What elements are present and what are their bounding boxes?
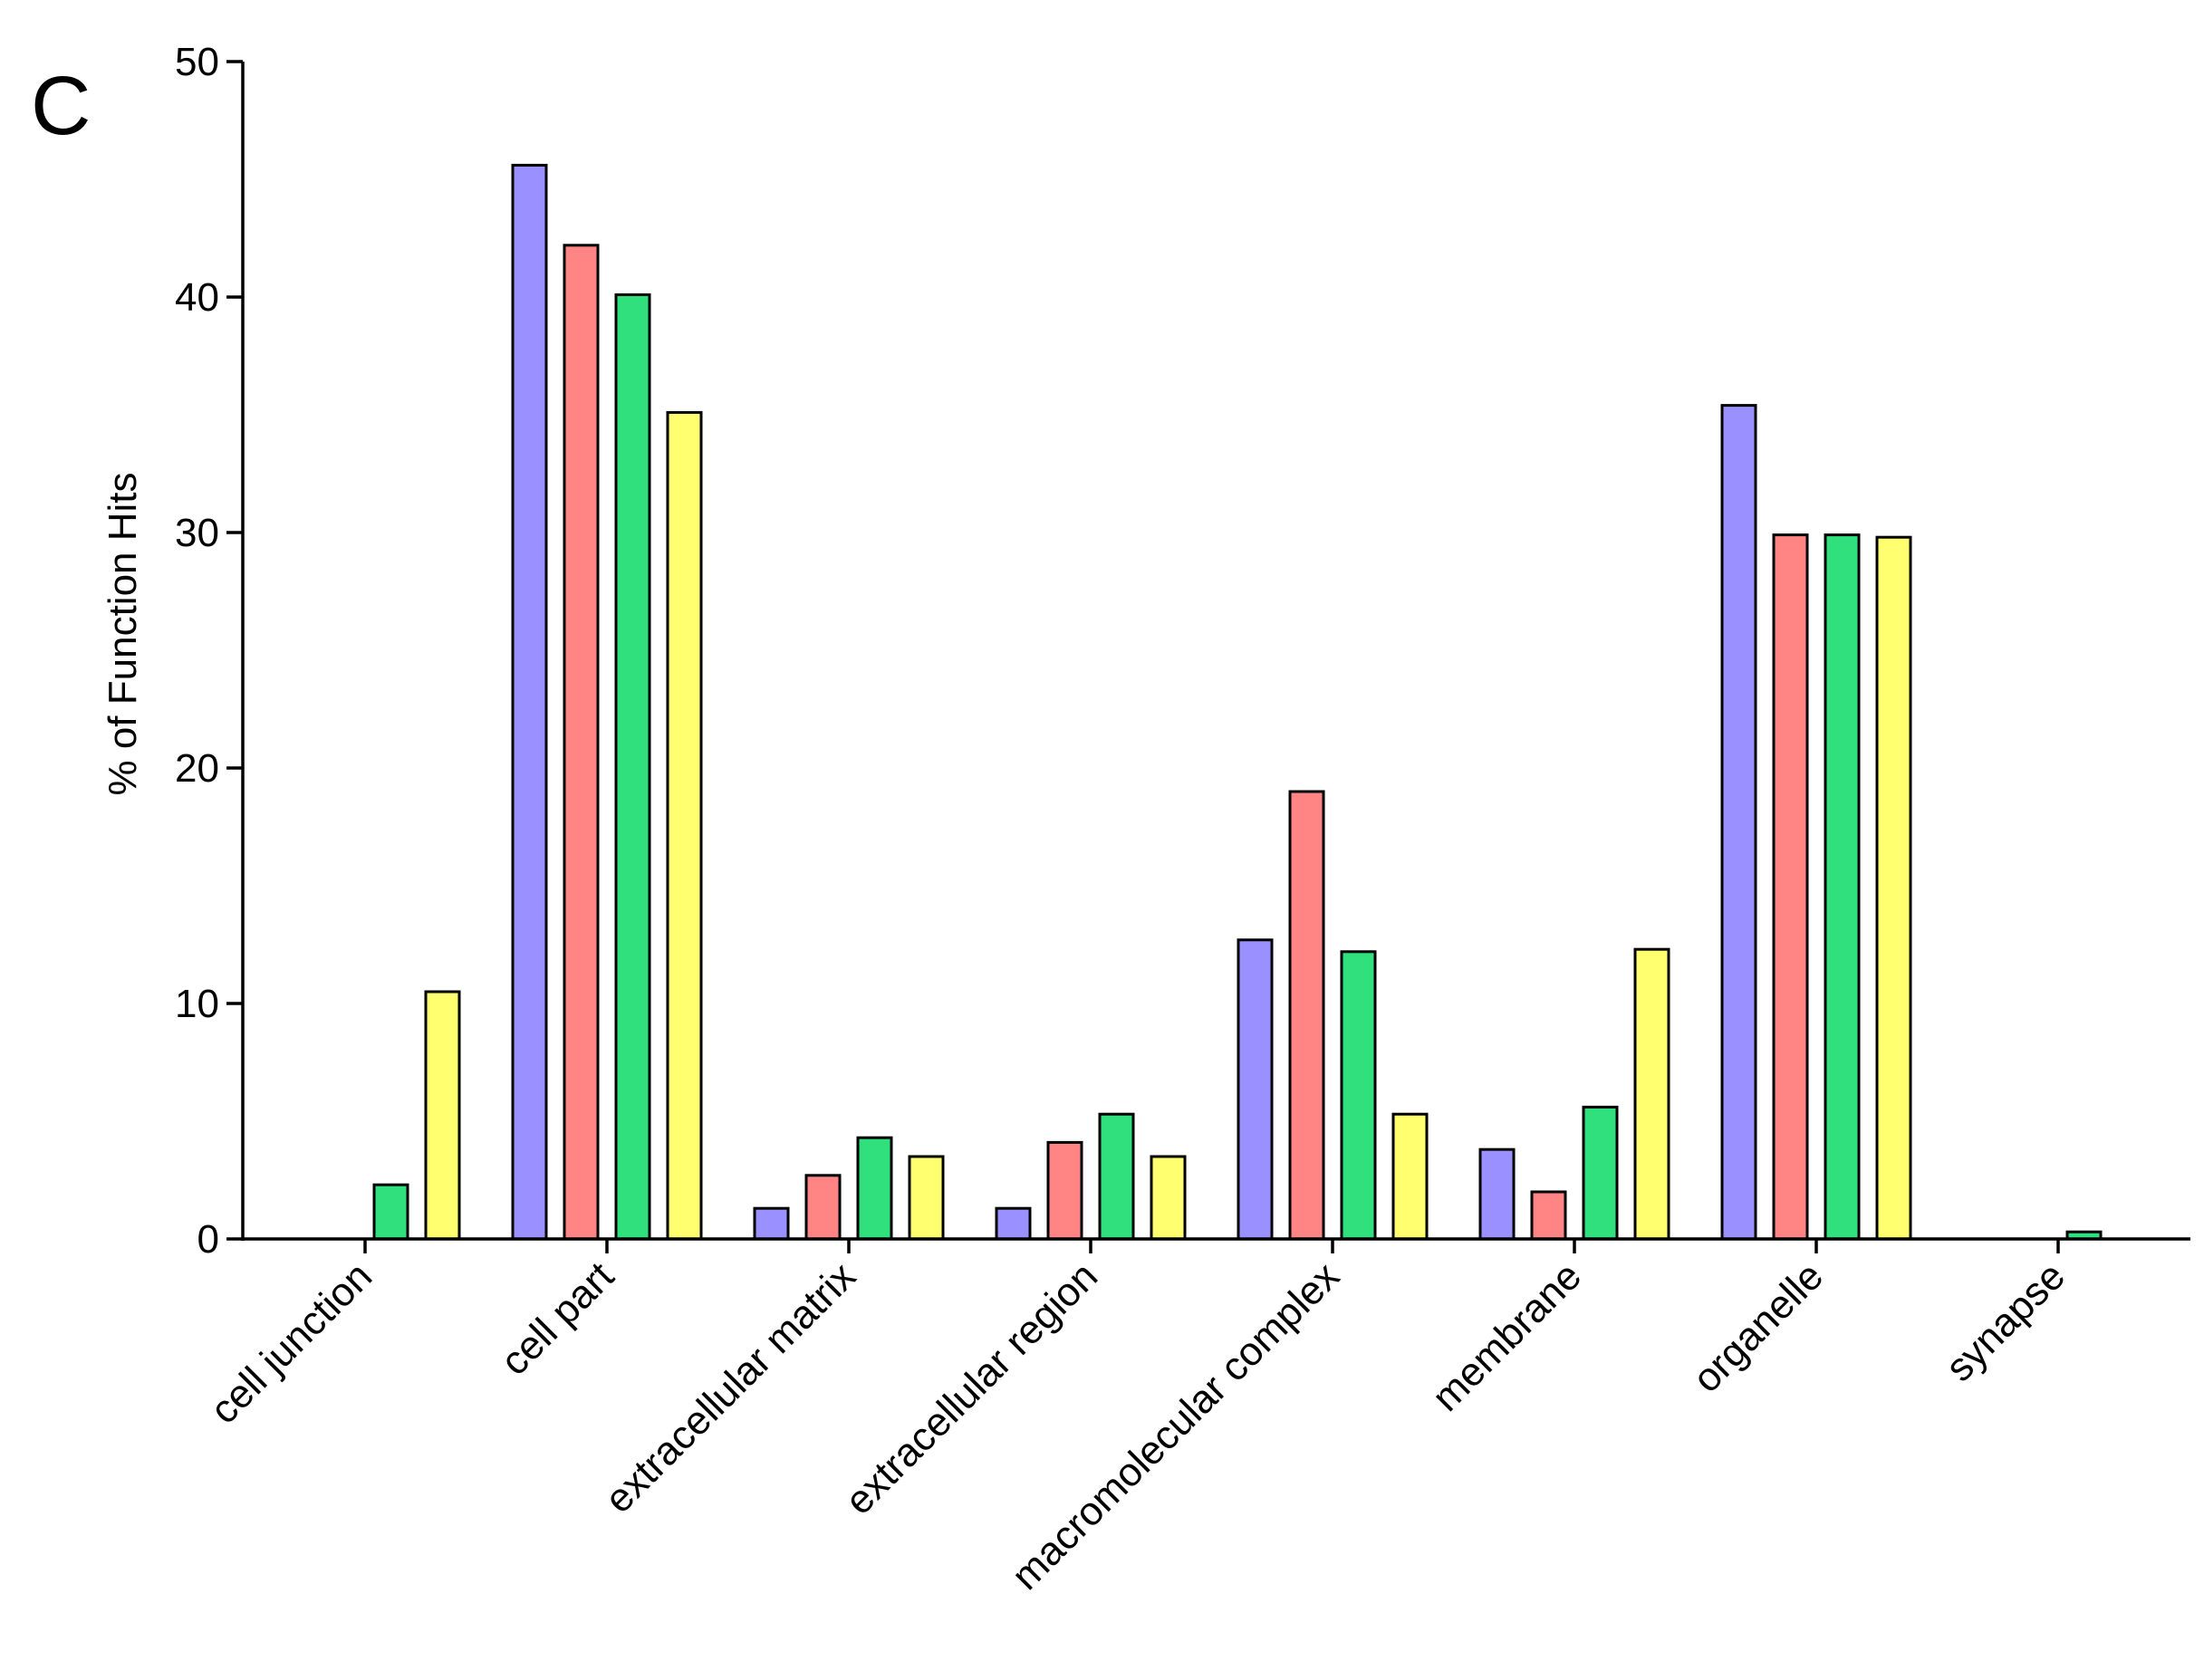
- bar-series-2-extracellular-region: [1046, 1140, 1083, 1241]
- bar-series-1-extracellular-region: [995, 1206, 1032, 1241]
- y-tick-label: 30: [175, 511, 219, 555]
- bar-series-4-extracellular-region: [1150, 1155, 1187, 1241]
- bar-series-4-organelle: [1875, 535, 1912, 1241]
- bar-series-2-organelle: [1772, 533, 1809, 1241]
- bar-series-4-membrane: [1633, 947, 1670, 1241]
- bar-series-1-macromolecular-complex: [1237, 938, 1274, 1241]
- bar-series-4-cell-part: [666, 410, 703, 1241]
- y-tick-label: 20: [175, 746, 219, 791]
- bar-series-1-organelle: [1720, 404, 1757, 1241]
- bar-series-4-cell-junction: [424, 990, 461, 1241]
- y-tick-label: 10: [175, 982, 219, 1026]
- panel-letter: C: [31, 60, 91, 152]
- bar-series-3-cell-part: [614, 293, 651, 1241]
- x-category-label: membrane: [1424, 1253, 1590, 1419]
- x-category-label: extracellular region: [837, 1253, 1107, 1523]
- y-tick-label: 0: [197, 1217, 219, 1262]
- bar-series-4-macromolecular-complex: [1391, 1112, 1429, 1241]
- bars-group: [372, 163, 2103, 1241]
- x-category-label: cell part: [492, 1253, 622, 1384]
- bar-series-3-macromolecular-complex: [1340, 950, 1377, 1241]
- bar-series-3-cell-junction: [372, 1183, 409, 1241]
- y-axis-title: % of Function Hits: [101, 472, 145, 795]
- bar-series-3-extracellular-matrix: [856, 1136, 893, 1241]
- bar-series-1-extracellular-matrix: [753, 1206, 790, 1241]
- bar-series-2-membrane: [1530, 1190, 1567, 1241]
- bar-series-3-organelle: [1824, 533, 1861, 1241]
- x-category-label: cell junction: [202, 1253, 380, 1432]
- y-axis-ticks: 0 10 20 30 40 50: [175, 40, 243, 1262]
- x-category-label: organelle: [1684, 1253, 1832, 1401]
- bar-series-2-macromolecular-complex: [1288, 790, 1325, 1241]
- bar-series-3-membrane: [1582, 1105, 1619, 1241]
- x-category-label: extracellular matrix: [596, 1253, 864, 1522]
- bar-series-3-extracellular-region: [1098, 1112, 1135, 1241]
- y-tick-label: 50: [175, 40, 219, 84]
- bar-series-2-cell-part: [563, 244, 600, 1241]
- bar-series-1-membrane: [1478, 1147, 1516, 1241]
- y-tick-label: 40: [175, 275, 219, 320]
- bar-series-1-cell-part: [511, 163, 548, 1241]
- bar-series-2-extracellular-matrix: [804, 1174, 842, 1241]
- bar-series-4-extracellular-matrix: [908, 1155, 945, 1241]
- x-category-label: synapse: [1938, 1253, 2074, 1390]
